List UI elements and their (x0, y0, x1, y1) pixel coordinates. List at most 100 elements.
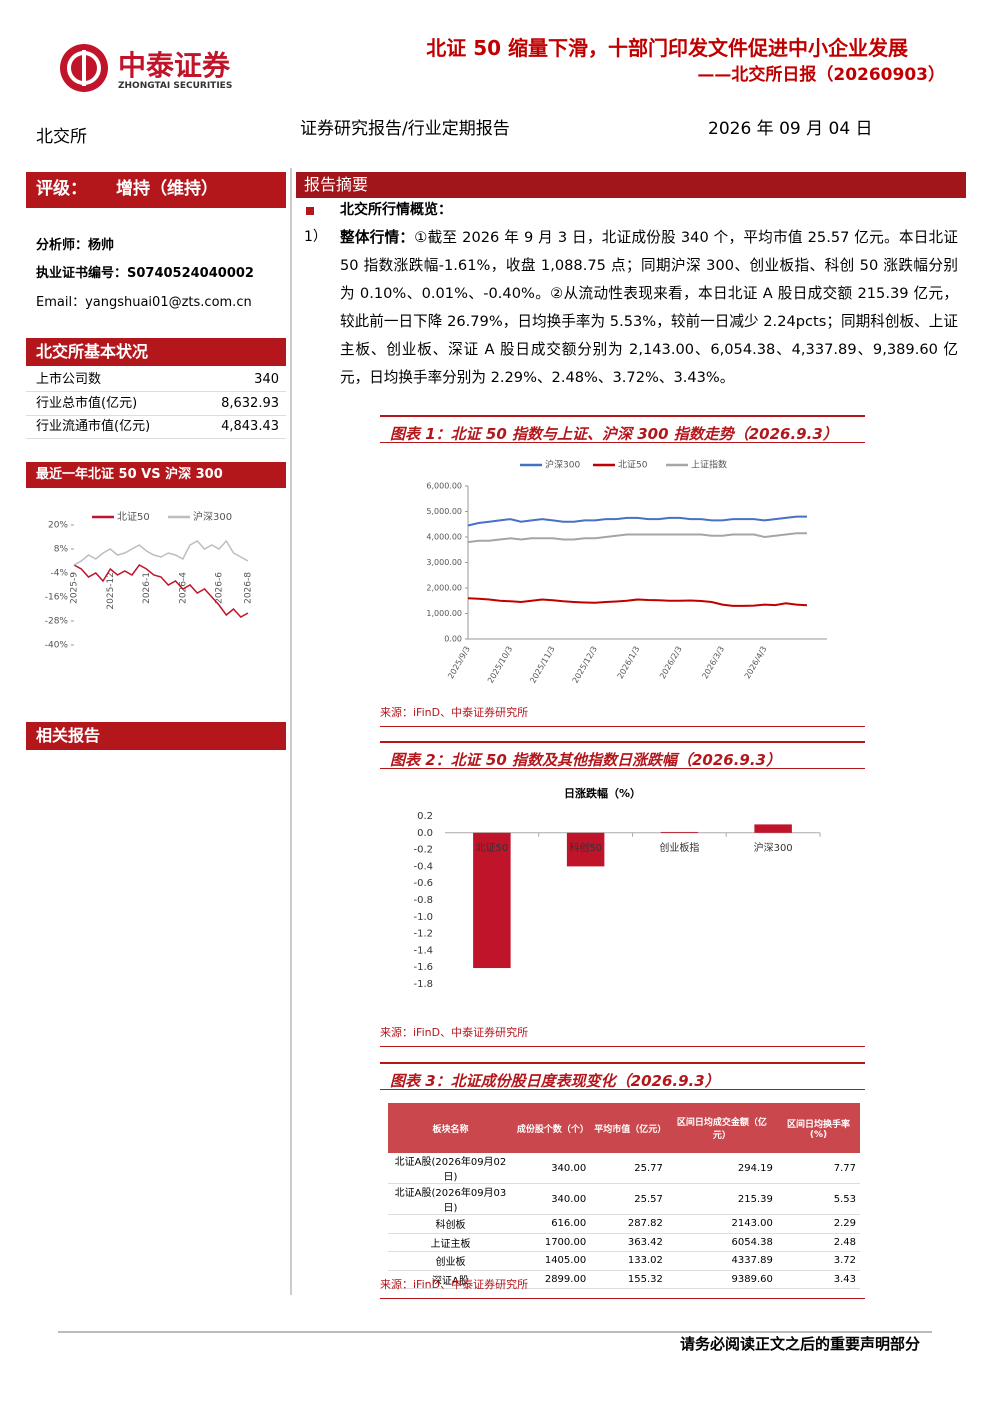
item-text: ①截至 2026 年 9 月 3 日，北证成份股 340 个，平均市值 25.5… (340, 229, 958, 386)
bar (660, 831, 699, 833)
y-tick-label: -4% (50, 569, 68, 579)
y-tick-label: -1.0 (413, 912, 433, 923)
table-cell: 5.53 (776, 1183, 860, 1215)
basics-label: 上市公司数 (36, 372, 102, 387)
basics-title: 北交所基本状况 (36, 342, 149, 361)
disclaimer: 请务必阅读正文之后的重要声明部分 (679, 1335, 920, 1353)
x-tick-label: 2026-6 (215, 572, 225, 604)
figure-title: 图表 2：北证 50 指数及其他指数日涨跌幅（2026.9.3） (380, 741, 865, 769)
report-date: 2026 年 09 月 04 日 (708, 119, 873, 139)
figure-title: 图表 1：北证 50 指数与上证、沪深 300 指数走势（2026.9.3） (380, 415, 865, 443)
y-tick-label: 0.0 (417, 828, 433, 839)
basics-label: 行业流通市值(亿元) (36, 419, 151, 434)
basics-rule (26, 438, 286, 439)
table-header-cell: 成份股个数（个） (512, 1103, 591, 1153)
y-tick-label: 6,000.00 (426, 482, 462, 491)
figure-title: 图表 3：北证成份股日度表现变化（2026.9.3） (380, 1062, 865, 1090)
bar (754, 824, 792, 833)
series-line (467, 532, 807, 544)
report-type: 证券研究报告/行业定期报告 (300, 119, 510, 139)
basics-bar: 北交所基本状况 (26, 338, 286, 366)
chart-title-bar: 最近一年北证 50 VS 沪深 300 (26, 462, 286, 488)
series-line (73, 539, 249, 566)
y-tick-label: 4,000.00 (426, 533, 462, 542)
y-tick-label: -0.4 (413, 861, 433, 872)
table-cell: 创业板 (388, 1251, 513, 1271)
logo-cn: 中泰证券 (118, 49, 231, 82)
basics-value: 4,843.43 (221, 419, 279, 434)
bar (473, 832, 511, 969)
figure-source: 来源：iFinD、中泰证券研究所 (380, 1024, 865, 1047)
y-tick-label: -0.8 (413, 895, 433, 906)
x-tick-label: 2026/1/3 (616, 645, 642, 681)
table-cell: 340.00 (512, 1153, 591, 1184)
related-title: 相关报告 (36, 726, 101, 745)
table-cell: 25.57 (590, 1183, 667, 1215)
x-tick-label: 2025/11/3 (528, 645, 556, 685)
report-subtitle: ——北交所日报（20260903） (697, 65, 945, 85)
table-row: 创业板 1405.00 133.02 4337.89 3.72 (388, 1251, 860, 1271)
table-header-row: 板块名称 成份股个数（个） 平均市值（亿元） 区间日均成交金额（亿元） 区间日均换手率(… (388, 1103, 860, 1153)
table-cell: 25.77 (590, 1153, 667, 1184)
x-tick-label: 2026/3/3 (700, 645, 726, 681)
y-tick-label: -0.2 (413, 845, 433, 856)
rating-bar: 评级： 增持（维持） (26, 172, 286, 208)
legend-label: 北证50 (618, 460, 648, 471)
email: Email：yangshuai01@zts.com.cn (36, 295, 252, 310)
y-tick-label: 1,000.00 (426, 609, 462, 618)
table-header-cell: 板块名称 (388, 1103, 513, 1153)
x-tick-label: 2025/9/3 (446, 645, 472, 681)
item-lead: 整体行情： (340, 229, 415, 246)
rating-label: 评级： (36, 179, 87, 199)
table-cell: 2.48 (776, 1233, 860, 1252)
series-line (467, 515, 807, 527)
table-row: 深证A股 2899.00 155.32 9389.60 3.43 (388, 1270, 860, 1289)
y-tick-label: -1.2 (413, 929, 433, 940)
table-cell: 340.00 (512, 1183, 591, 1215)
x-tick-label: 2026-8 (244, 572, 254, 604)
basics-value: 8,632.93 (221, 395, 279, 411)
y-tick-label: 0.2 (417, 811, 433, 822)
table-cell: 294.19 (666, 1153, 777, 1184)
x-tick-label: 2026/2/3 (658, 645, 684, 681)
figure-source: 来源：iFinD、中泰证券研究所 (380, 704, 865, 727)
license: 执业证书编号：S0740524040002 (36, 266, 254, 281)
legend-label: 沪深300 (193, 510, 232, 523)
x-tick-label: 创业板指 (659, 841, 699, 854)
table-row: 北证A股(2026年09月03日) 340.00 25.57 215.39 5.53 (388, 1183, 860, 1215)
x-tick-label: 沪深300 (754, 841, 793, 854)
table-cell: 287.82 (590, 1214, 667, 1234)
x-tick-label: 科创50 (569, 841, 602, 854)
y-tick-label: -1.6 (413, 962, 433, 973)
y-tick-label: 3,000.00 (426, 558, 462, 567)
legend-label: 北证50 (117, 511, 150, 523)
table-cell: 3.43 (776, 1270, 860, 1289)
data-table: 板块名称 成份股个数（个） 平均市值（亿元） 区间日均成交金额（亿元） 区间日均换手率(… (388, 1103, 860, 1289)
table-cell: 科创板 (388, 1214, 513, 1234)
table-cell: 7.77 (776, 1153, 860, 1184)
table-row: 北证A股(2026年09月02日) 340.00 25.77 294.19 7.77 (388, 1153, 860, 1184)
bullet-square (306, 207, 314, 215)
x-tick-label: 2025-9 (70, 572, 80, 604)
table-cell: 363.42 (590, 1233, 667, 1252)
related-bar: 相关报告 (26, 722, 286, 750)
summary-title: 报告摘要 (304, 175, 369, 194)
table-header-cell: 区间日均换手率(%) (776, 1103, 860, 1153)
y-tick-label: 5,000.00 (426, 507, 462, 516)
y-tick-label: 20% (48, 521, 68, 531)
rating: 增持（维持） (116, 179, 218, 199)
logo-en: ZHONGTAI SECURITIES (118, 81, 233, 91)
y-tick-label: -1.8 (413, 979, 433, 990)
y-tick-label: -40% (45, 641, 69, 651)
y-tick-label: -1.4 (413, 945, 433, 956)
x-tick-label: 2026-1 (142, 572, 152, 604)
analyst: 分析师：杨帅 (36, 238, 115, 253)
table-cell: 133.02 (590, 1251, 667, 1271)
y-tick-label: 2,000.00 (426, 584, 462, 593)
table-cell: 北证A股(2026年09月02日) (388, 1153, 513, 1184)
market: 北交所 (36, 127, 87, 147)
legend-label: 沪深300 (545, 459, 580, 471)
